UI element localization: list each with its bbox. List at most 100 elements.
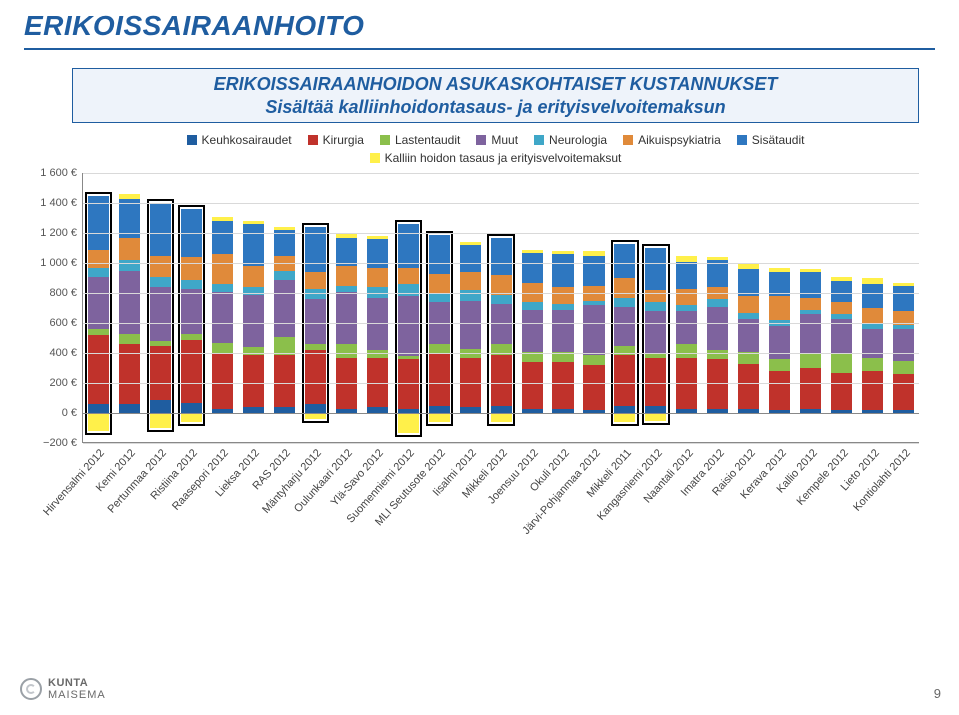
bar-slot — [517, 173, 548, 442]
legend-label: Sisätaudit — [752, 133, 805, 147]
brand-line1: KUNTA — [48, 677, 106, 689]
bar-segment — [119, 271, 140, 334]
bar-segment — [336, 286, 357, 292]
bar-segment — [645, 302, 666, 311]
legend-item: Lastentaudit — [380, 133, 460, 147]
bar-segment — [429, 235, 450, 274]
bar-segment — [522, 302, 543, 310]
chart-title-line1: ERIKOISSAIRAANHOIDON ASUKASKOHTAISET KUS… — [83, 73, 908, 96]
bar-segment — [552, 251, 573, 254]
bar-segment — [676, 305, 697, 311]
bar-segment — [398, 296, 419, 356]
bar-segment — [491, 295, 512, 304]
x-tick-label: Kontiolahti 2012 — [851, 447, 913, 514]
bar-segment — [583, 365, 604, 410]
bar-slot — [733, 173, 764, 442]
bar-segment — [645, 406, 666, 414]
bar-segment — [181, 334, 202, 340]
bar-segment — [212, 221, 233, 254]
bar-segment — [831, 281, 852, 302]
bar-slot — [455, 173, 486, 442]
bar-segment — [583, 256, 604, 286]
bar-segment — [429, 344, 450, 353]
y-tick-label: 1 200 € — [40, 227, 83, 239]
bar-segment — [398, 356, 419, 359]
bar-segment — [150, 413, 171, 428]
y-tick-label: 1 400 € — [40, 197, 83, 209]
bar-segment — [893, 286, 914, 312]
grid-line — [83, 353, 919, 354]
bar-segment — [893, 329, 914, 361]
bar-segment — [676, 311, 697, 344]
bar-segment — [181, 289, 202, 334]
bar-segment — [831, 373, 852, 411]
bar-segment — [150, 256, 171, 277]
bar-segment — [552, 254, 573, 287]
legend-swatch — [623, 135, 633, 145]
bar-segment — [243, 266, 264, 287]
bar-segment — [460, 242, 481, 245]
bar-slot — [609, 173, 640, 442]
bar-slot — [83, 173, 114, 442]
bar-segment — [181, 413, 202, 422]
bar-segment — [769, 371, 790, 410]
legend-label: Keuhkosairaudet — [202, 133, 292, 147]
bar-slot — [888, 173, 919, 442]
y-tick-label: 800 € — [49, 287, 83, 299]
bar-segment — [707, 257, 728, 260]
legend-item: Muut — [476, 133, 518, 147]
bar-segment — [800, 368, 821, 409]
title-rule — [24, 48, 935, 50]
legend-swatch — [187, 135, 197, 145]
bar-segment — [305, 404, 326, 413]
bar-segment — [893, 283, 914, 286]
bar-segment — [676, 289, 697, 306]
bar-segment — [676, 344, 697, 358]
legend-label: Neurologia — [549, 133, 607, 147]
bar-segment — [800, 298, 821, 310]
bar-segment — [645, 311, 666, 353]
bar-segment — [831, 353, 852, 373]
legend-swatch — [534, 135, 544, 145]
bar-segment — [738, 364, 759, 409]
legend-label: Kirurgia — [323, 133, 364, 147]
bar-segment — [893, 361, 914, 375]
bar-segment — [212, 284, 233, 292]
bar-slot — [857, 173, 888, 442]
bar-segment — [862, 284, 883, 308]
x-axis-labels: Hirvensalmi 2012Kemi 2012Pertunmaa 2012R… — [82, 443, 919, 623]
bar-segment — [522, 250, 543, 253]
grid-line — [83, 293, 919, 294]
bar-segment — [769, 268, 790, 273]
bar-segment — [336, 292, 357, 345]
bar-slot — [795, 173, 826, 442]
chart: ERIKOISSAIRAANHOIDON ASUKASKOHTAISET KUS… — [72, 68, 919, 623]
bar-segment — [460, 301, 481, 349]
bar-segment — [429, 293, 450, 302]
bar-segment — [88, 413, 109, 431]
bar-segment — [645, 248, 666, 290]
bar-segment — [645, 413, 666, 421]
bar-segment — [707, 299, 728, 307]
bar-segment — [614, 298, 635, 307]
bar-segment — [614, 307, 635, 346]
bar-segment — [398, 284, 419, 296]
legend-item: Kalliin hoidon tasaus ja erityisvelvoite… — [370, 151, 622, 165]
bar-slot — [424, 173, 455, 442]
bar-segment — [119, 238, 140, 261]
bar-segment — [707, 350, 728, 359]
bar-segment — [398, 268, 419, 285]
bar-slot — [331, 173, 362, 442]
legend-label: Lastentaudit — [395, 133, 460, 147]
bar-slot — [579, 173, 610, 442]
bar-slot — [548, 173, 579, 442]
legend-swatch — [737, 135, 747, 145]
bar-segment — [676, 262, 697, 289]
bar-segment — [367, 268, 388, 288]
footer-brand: KUNTA MAISEMA — [20, 677, 106, 701]
y-tick-label: 1 600 € — [40, 167, 83, 179]
bar-segment — [831, 302, 852, 314]
bar-segment — [769, 296, 790, 320]
bar-segment — [707, 260, 728, 287]
grid-line — [83, 383, 919, 384]
